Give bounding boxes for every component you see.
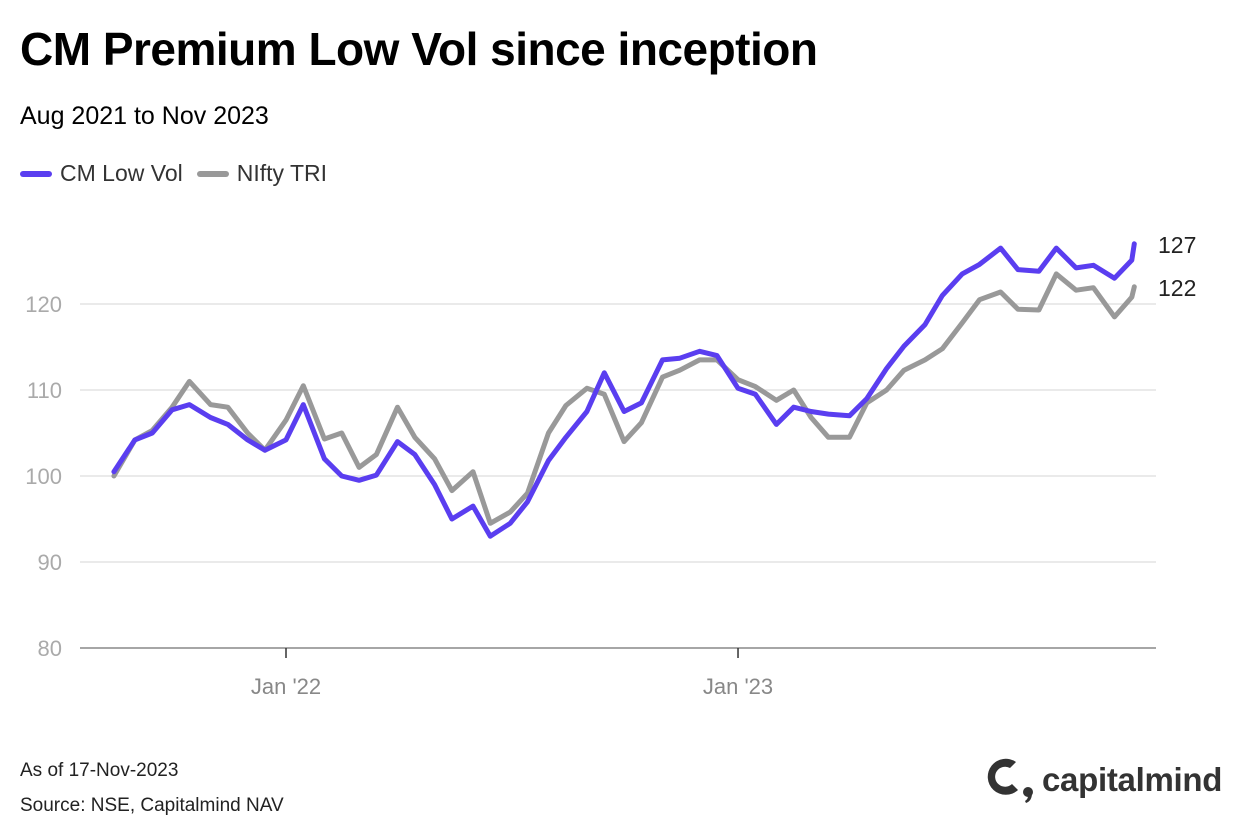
y-tick-label: 100 bbox=[25, 464, 62, 489]
x-tick-label: Jan '23 bbox=[703, 674, 773, 699]
chart-subtitle: Aug 2021 to Nov 2023 bbox=[20, 102, 269, 130]
capitalmind-logo: capitalmind bbox=[982, 756, 1222, 804]
source-note: Source: NSE, Capitalmind NAV bbox=[20, 795, 284, 816]
chart-title: CM Premium Low Vol since inception bbox=[20, 23, 818, 75]
end-label-cm-low-vol: 127 bbox=[1158, 232, 1196, 258]
legend: CM Low Vol NIfty TRI bbox=[20, 160, 341, 187]
legend-item-cm-low-vol: CM Low Vol bbox=[20, 160, 183, 187]
y-tick-label: 90 bbox=[38, 550, 62, 575]
legend-swatch-nifty-tri bbox=[196, 170, 229, 177]
legend-label-cm-low-vol: CM Low Vol bbox=[60, 160, 183, 186]
y-tick-label: 120 bbox=[25, 292, 62, 317]
y-tick-label: 110 bbox=[27, 378, 62, 403]
as-of-note: As of 17-Nov-2023 bbox=[20, 760, 179, 781]
legend-item-nifty-tri: NIfty TRI bbox=[196, 160, 328, 187]
series-line-cm-low-vol bbox=[111, 241, 1137, 539]
legend-swatch-cm-low-vol bbox=[20, 170, 52, 177]
legend-label-nifty-tri: NIfty TRI bbox=[236, 160, 328, 186]
y-tick-label: 80 bbox=[38, 636, 62, 661]
x-tick-label: Jan '22 bbox=[251, 674, 321, 699]
capitalmind-c-icon bbox=[987, 758, 1033, 803]
end-label-nifty-tri: 122 bbox=[1158, 275, 1196, 301]
logo-text: capitalmind bbox=[1042, 761, 1223, 798]
series-line-nifty-tri bbox=[111, 271, 1137, 526]
